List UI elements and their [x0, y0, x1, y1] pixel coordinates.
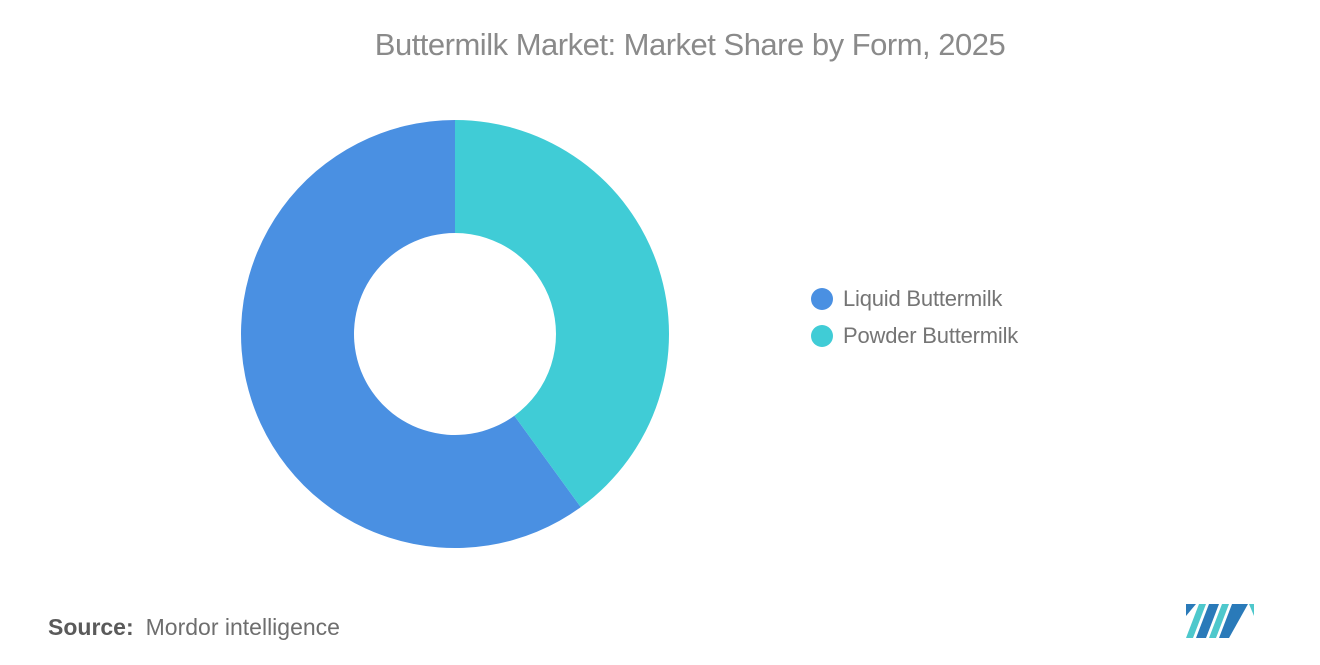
- logo-shape-dark-2: [1196, 604, 1219, 638]
- legend-swatch-liquid: [811, 288, 833, 310]
- slice-liquid-buttermilk: [241, 120, 581, 548]
- donut-chart: [241, 120, 670, 548]
- legend-item-powder-buttermilk: Powder Buttermilk: [811, 323, 1018, 349]
- slice-powder-buttermilk: [455, 120, 670, 508]
- mordor-intelligence-logo: [1186, 604, 1254, 638]
- source-attribution: Source: Mordor intelligence: [48, 614, 340, 641]
- source-label: Source:: [48, 614, 134, 640]
- source-value: Mordor intelligence: [145, 614, 340, 640]
- logo-shape-dark-1: [1186, 604, 1196, 616]
- logo-shape-teal-2: [1209, 604, 1229, 638]
- legend: Liquid Buttermilk Powder Buttermilk: [811, 286, 1018, 349]
- legend-label-powder: Powder Buttermilk: [843, 323, 1019, 348]
- logo-shape-teal-1: [1186, 604, 1206, 638]
- legend-swatch-powder: [811, 325, 833, 347]
- page-title: Buttermilk Market: Market Share by Form,…: [374, 27, 1006, 62]
- logo-shape-teal-3: [1249, 604, 1254, 616]
- logo-shape-dark-3: [1219, 604, 1248, 638]
- legend-label-liquid: Liquid Buttermilk: [843, 286, 1003, 311]
- legend-item-liquid-buttermilk: Liquid Buttermilk: [811, 286, 1018, 312]
